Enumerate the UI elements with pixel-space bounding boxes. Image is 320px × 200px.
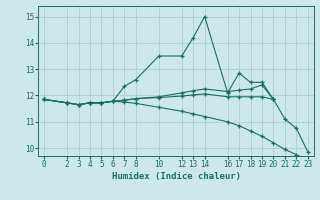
- X-axis label: Humidex (Indice chaleur): Humidex (Indice chaleur): [111, 172, 241, 181]
